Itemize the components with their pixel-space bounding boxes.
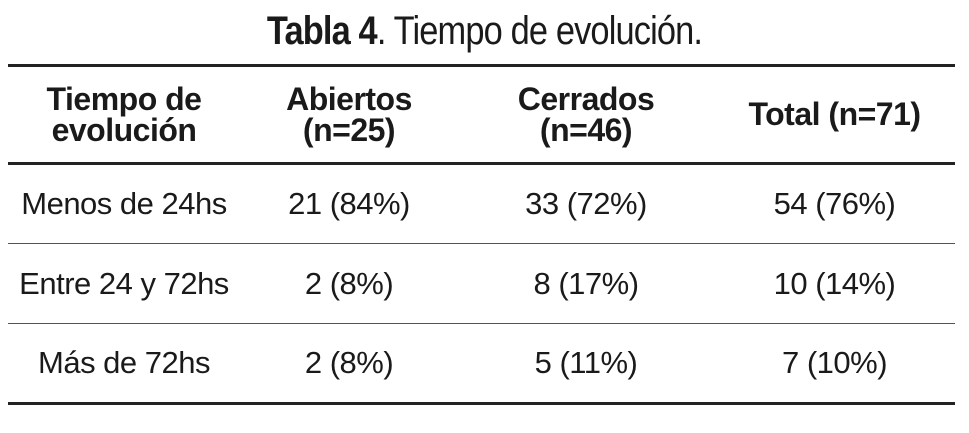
header-cell-tiempo: Tiempo de evolución xyxy=(8,66,240,164)
cell-abiertos: 2 (8%) xyxy=(304,265,394,301)
evolution-time-table: Tiempo de evolución Abiertos (n=25) Cerr… xyxy=(8,64,955,405)
cell-cerrados: 5 (11%) xyxy=(534,345,638,380)
header-line: Cerrados xyxy=(517,80,655,117)
table-header: Tiempo de evolución Abiertos (n=25) Cerr… xyxy=(8,65,955,164)
table-caption: Tabla 4. Tiempo de evolución. xyxy=(68,4,901,58)
row-label: Menos de 24hs xyxy=(21,186,227,221)
table-row: Más de 72hs 2 (8%) 5 (11%) 7 (10%) xyxy=(8,324,955,404)
row-label: Entre 24 y 72hs xyxy=(19,265,229,301)
header-line: Abiertos xyxy=(286,80,412,117)
header-cell-abiertos: Abiertos (n=25) xyxy=(240,66,458,164)
cell-abiertos: 2 (8%) xyxy=(304,345,394,380)
table-row: Menos de 24hs 21 (84%) 33 (72%) 54 (76%) xyxy=(8,164,955,244)
header-cell-cerrados: Cerrados (n=46) xyxy=(458,66,714,164)
header-line: (n=46) xyxy=(539,111,633,148)
cell-cerrados: 8 (17%) xyxy=(533,265,639,301)
cell-total: 10 (14%) xyxy=(773,265,896,301)
header-line: evolución xyxy=(51,111,197,148)
table-caption-text: . Tiempo de evolución. xyxy=(376,9,703,53)
cell-abiertos: 21 (84%) xyxy=(288,186,410,221)
header-row: Tiempo de evolución Abiertos (n=25) Cerr… xyxy=(8,65,955,164)
header-line: (n=25) xyxy=(302,111,396,148)
row-label: Más de 72hs xyxy=(38,345,211,380)
header-cell-total: Total (n=71) xyxy=(714,66,955,164)
header-line: Total (n=71) xyxy=(748,96,921,132)
table-body: Menos de 24hs 21 (84%) 33 (72%) 54 (76%)… xyxy=(8,164,955,404)
table-row: Entre 24 y 72hs 2 (8%) 8 (17%) 10 (14%) xyxy=(8,244,955,324)
cell-cerrados: 33 (72%) xyxy=(525,186,647,221)
table-caption-label: Tabla 4 xyxy=(266,9,378,53)
header-line: Tiempo de xyxy=(46,80,202,117)
cell-total: 54 (76%) xyxy=(773,186,896,221)
cell-total: 7 (10%) xyxy=(781,345,888,380)
